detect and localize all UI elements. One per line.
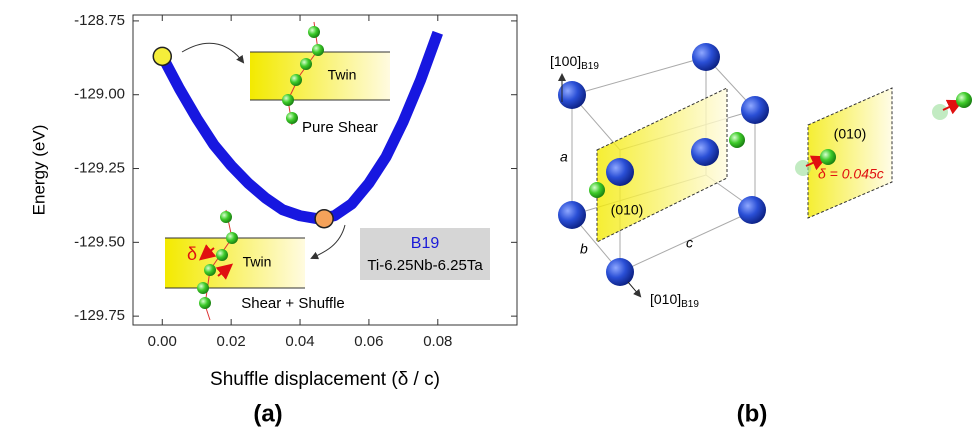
edge-label: b: [580, 241, 588, 257]
highlight-marker: [153, 47, 171, 65]
plane: [808, 88, 892, 218]
arrow: [312, 225, 345, 258]
y-tick-label: -128.75: [74, 12, 125, 29]
annotation: Ti-6.25Nb-6.25Ta: [367, 257, 483, 274]
annotation: δ: [187, 244, 197, 264]
atom-ghost: [795, 160, 811, 176]
annotation: Twin: [243, 254, 272, 270]
x-tick-label: 0.04: [285, 333, 314, 350]
axis-label: [100]B19: [550, 53, 599, 72]
x-axis-label: Shuffle displacement (δ / c): [210, 369, 440, 390]
panel-label: (b): [737, 400, 768, 427]
x-tick-label: 0.08: [423, 333, 452, 350]
y-tick-label: -129.00: [74, 86, 125, 103]
arrow: [182, 43, 243, 62]
annotation: B19: [411, 235, 440, 252]
axis-arrow: [628, 282, 640, 296]
panel-label: (a): [253, 400, 282, 427]
y-tick-label: -129.50: [74, 233, 125, 250]
axis-label-sub: B19: [681, 299, 699, 310]
y-tick-label: -129.75: [74, 307, 125, 324]
axis-label-main: [100]: [550, 53, 581, 69]
atom-ghost: [932, 104, 948, 120]
axis-label-sub: B19: [581, 61, 599, 72]
y-axis-label: Energy (eV): [29, 125, 48, 216]
highlight-marker: [315, 210, 333, 228]
page: {"chart_data": {"type": "line", "x_label…: [0, 0, 975, 436]
figure: Energy (eV) Shuffle displacement (δ / c)…: [0, 0, 975, 436]
atom: [820, 149, 836, 165]
x-tick-label: 0.02: [217, 333, 246, 350]
edge-label: a: [560, 149, 568, 165]
annotation: Shear + Shuffle: [241, 295, 345, 312]
edge-label: c: [686, 235, 693, 251]
x-tick-label: 0.00: [148, 333, 177, 350]
x-tick-label: 0.06: [354, 333, 383, 350]
axis-label-main: [010]: [650, 291, 681, 307]
twin-box: [250, 52, 390, 100]
shuffle-label: δ = 0.045c: [818, 166, 884, 182]
axis-label: [010]B19: [650, 291, 699, 310]
plane-label: (010): [834, 126, 867, 142]
y-tick-label: -129.25: [74, 159, 125, 176]
atom: [956, 92, 972, 108]
plane-label: (010): [611, 202, 644, 218]
diagram-b: [100]B19 [010]B19 a b c (010) (010) δ = …: [550, 43, 972, 427]
annotation: Twin: [328, 67, 357, 83]
twin-box: [165, 238, 305, 288]
chart-a: Energy (eV) Shuffle displacement (δ / c)…: [29, 12, 517, 427]
annotation: Pure Shear: [302, 119, 378, 136]
